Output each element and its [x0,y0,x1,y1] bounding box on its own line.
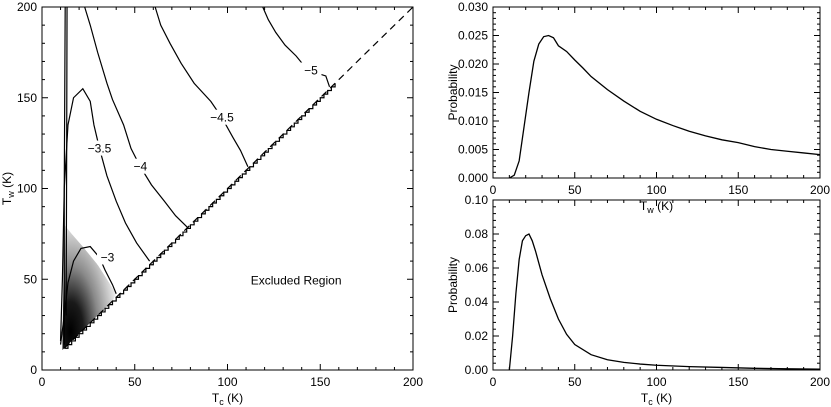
excluded-region-label: Excluded Region [251,274,342,288]
contour-label-bg [97,249,119,265]
contour-marks: −3 −3.5 −4 −4.5 −5 [59,6,414,351]
y-tick-label: 0.015 [458,86,488,100]
contour-line [154,6,249,167]
y-tick-label: 0.010 [458,114,488,128]
y-tick-label: 200 [17,0,37,14]
x-tick-label: 200 [403,375,423,389]
tw-probability-marks [509,34,821,179]
tc-probability-ticks: 0 50 100 150 200 0.00 0.02 0.04 0.06 0.08 0.10 [465,193,831,389]
x-tick-label: 100 [217,375,237,389]
x-tick-label: 0 [39,375,46,389]
contour-line [65,6,68,316]
x-tick-label: 50 [568,375,582,389]
contour-label: −4.5 [210,111,234,125]
tc-x-axis-label: Tc (K) [641,391,672,407]
tw-x-axis-label: Tw (K) [640,199,673,215]
x-tick-label: 200 [810,375,830,389]
contour-line [63,6,66,345]
x-tick-label: 100 [646,375,666,389]
probability-curve [509,34,821,179]
y-tick-label: 0.04 [465,295,489,309]
x-tick-label: 200 [810,183,830,197]
x-tick-label: 50 [128,375,142,389]
contour-label-bg [82,140,117,156]
y-tick-label: 0.00 [465,363,489,377]
y-tick-label: 0.030 [458,0,488,14]
contour-label: −4 [133,160,147,174]
contour-label-bg [129,158,151,174]
y-tick-label: 0.02 [465,329,489,343]
contour-label: −3 [101,250,115,264]
x-tick-label: 100 [646,183,666,197]
y-tick-label: 0 [30,363,37,377]
x-tick-label: 150 [310,375,330,389]
contour-label-bg [300,62,322,78]
contour-line [84,6,189,229]
diagonal-staircase [64,83,336,349]
x-tick-label: 0 [490,375,497,389]
density-shading [62,224,117,351]
probability-curve [508,233,821,371]
contour-label: −5 [304,64,318,78]
tc-probability-frame [492,199,821,371]
contour-panel: −3−3.5−4−4.5−5 0 50 100 150 200050100150200 … [0,0,423,407]
contour-label: −3.5 [88,142,112,156]
y-tick-label: 150 [17,91,37,105]
tw-probability-ticks: 0 50 100 150 200 0.000 0.005 0.010 0.015 0.020 0.0… [458,0,830,197]
tc-y-axis-label: Probability [446,257,460,313]
x-tick-label: 150 [728,183,748,197]
contour-frame [41,6,414,371]
contour-x-axis-label: Tc (K) [212,391,243,407]
tw-y-axis-label: Probability [446,64,460,120]
y-tick-label: 0.10 [465,193,489,207]
contour-label-bg [204,109,239,125]
y-tick-label: 0.000 [458,171,488,185]
y-tick-label: 0.08 [465,227,489,241]
tc-probability-panel: 0 50 100 150 200 0.00 0.02 0.04 0.06 0.08 0.10 Tc … [446,193,830,407]
x-tick-label: 0 [490,183,497,197]
tw-probability-panel: 0 50 100 150 200 0.000 0.005 0.010 0.015 0.020 0.0… [446,0,830,215]
y-tick-label: 50 [24,272,38,286]
tc-probability-marks [508,233,821,371]
x-tick-label: 150 [728,375,748,389]
y-tick-label: 0.020 [458,57,488,71]
contour-y-axis-label: Tw (K) [0,172,16,205]
y-tick-label: 0.005 [458,143,488,157]
y-tick-label: 0.025 [458,29,488,43]
y-tick-label: 0.06 [465,261,489,275]
y-tick-label: 100 [17,182,37,196]
x-tick-label: 50 [568,183,582,197]
contour-line [262,6,331,88]
tw-probability-frame [492,6,821,179]
